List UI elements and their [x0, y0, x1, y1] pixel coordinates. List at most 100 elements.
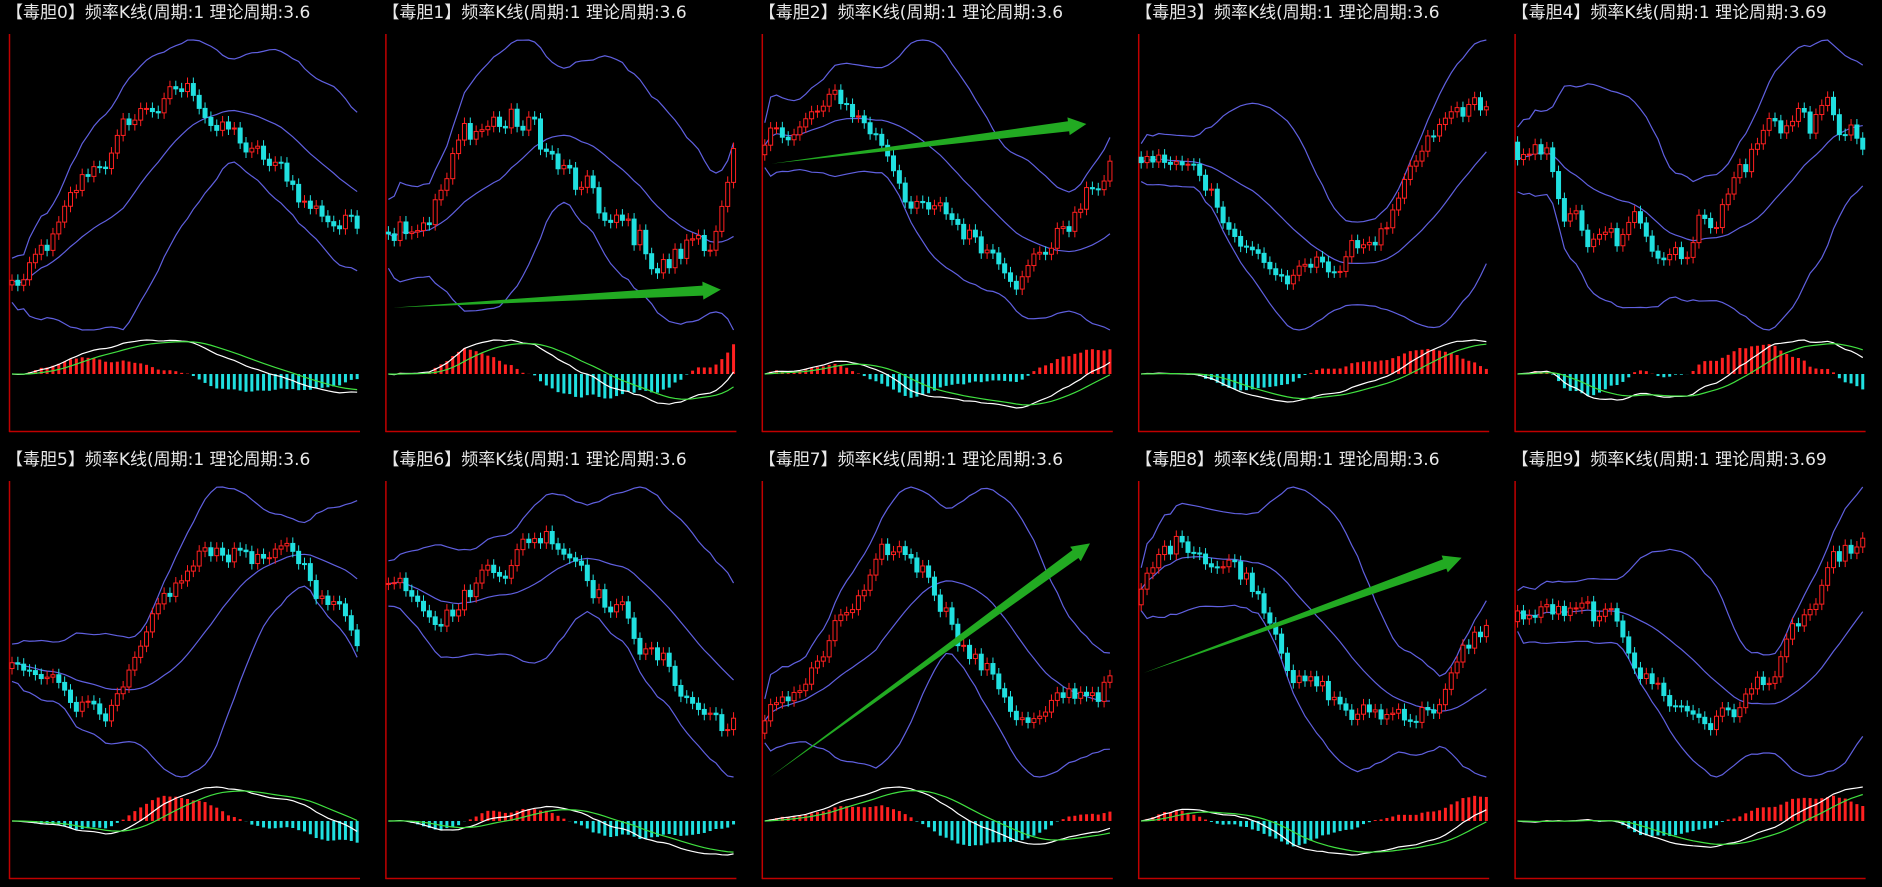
- candle-body: [1019, 717, 1025, 721]
- panel-title: 【毒胆3】频率K线(周期:1 理论周期:3.6: [1135, 3, 1439, 23]
- candle-body: [1290, 274, 1296, 285]
- candle-body: [690, 238, 696, 241]
- dif-line: [764, 360, 1111, 409]
- candle-body: [62, 205, 68, 223]
- candle-body: [1355, 240, 1361, 249]
- candle-body: [1754, 143, 1760, 150]
- candle-body: [949, 607, 955, 625]
- candle-body: [1483, 106, 1489, 111]
- candle-body: [1267, 612, 1273, 624]
- candle-body: [502, 575, 508, 579]
- candle-body: [1754, 676, 1760, 690]
- candle-body: [666, 259, 672, 269]
- candle-body: [1107, 160, 1113, 182]
- candle-body: [409, 590, 415, 597]
- candle-body: [1384, 713, 1390, 720]
- band-line: [1140, 151, 1487, 265]
- candle-body: [791, 691, 797, 702]
- candle-body: [167, 86, 173, 100]
- candle-body: [1396, 708, 1402, 714]
- candle-body: [73, 701, 79, 712]
- band-line: [388, 486, 735, 584]
- candle-body: [762, 720, 768, 734]
- candle-body: [1437, 123, 1443, 137]
- candle-body: [826, 93, 832, 107]
- candle-body: [1620, 234, 1626, 247]
- candle-body: [1632, 652, 1638, 669]
- candle-body: [1690, 710, 1696, 715]
- candle-body: [1848, 124, 1854, 136]
- candle-body: [1232, 228, 1238, 237]
- candle-body: [272, 548, 278, 559]
- candle-body: [1596, 233, 1602, 240]
- candle-body: [32, 253, 38, 264]
- band-line: [1140, 181, 1487, 331]
- candle-body: [9, 279, 15, 286]
- candle-body: [1655, 682, 1661, 685]
- candle-body: [978, 653, 984, 671]
- candle-body: [707, 249, 713, 252]
- band-line: [11, 39, 358, 259]
- candle-body: [1655, 250, 1661, 259]
- candle-body: [108, 704, 114, 722]
- candle-body: [649, 253, 655, 270]
- candle-body: [768, 704, 774, 722]
- candle-body: [984, 249, 990, 254]
- dea-line: [1517, 793, 1863, 845]
- candle-body: [126, 118, 132, 126]
- candle-body: [1460, 644, 1466, 663]
- candle-body: [1448, 672, 1454, 690]
- candle-body: [1314, 676, 1320, 687]
- panel-title: 【毒胆6】频率K线(周期:1 理论周期:3.6: [382, 450, 686, 470]
- candle-body: [1702, 716, 1708, 725]
- candle-body: [1477, 97, 1483, 111]
- candle-body: [820, 105, 826, 112]
- candle-body: [779, 696, 785, 704]
- band-line: [388, 39, 735, 200]
- candle-body: [1567, 213, 1573, 222]
- candle-body: [249, 551, 255, 565]
- dea-line: [1141, 343, 1487, 400]
- candle-body: [1448, 111, 1454, 119]
- candle-body: [861, 589, 867, 597]
- candle-body: [68, 192, 73, 207]
- candle-body: [1019, 276, 1025, 290]
- candle-body: [1778, 656, 1784, 678]
- candle-body: [1544, 147, 1550, 155]
- candle-body: [967, 644, 973, 660]
- candle-body: [608, 606, 614, 613]
- candle-body: [838, 614, 844, 622]
- panel-title: 【毒胆4】频率K线(周期:1 理论周期:3.69: [1512, 3, 1827, 23]
- candle-body: [1302, 263, 1308, 267]
- candle-body: [1261, 252, 1267, 263]
- candle-body: [237, 127, 243, 144]
- candle-body: [444, 178, 450, 191]
- candle-body: [161, 592, 167, 605]
- candle-body: [832, 89, 838, 95]
- candle-body: [1678, 247, 1684, 260]
- candle-body: [1836, 114, 1842, 136]
- candle-body: [1054, 692, 1060, 701]
- candle-body: [1573, 607, 1579, 610]
- candle-body: [896, 546, 902, 553]
- candle-body: [768, 127, 774, 146]
- candle-body: [701, 708, 707, 715]
- candle-body: [1191, 163, 1197, 166]
- candle-body: [684, 239, 690, 259]
- candle-body: [1437, 704, 1443, 714]
- candle-body: [896, 170, 902, 184]
- candle-body: [185, 83, 190, 93]
- panel: 【毒胆3】频率K线(周期:1 理论周期:3.6: [1135, 3, 1490, 433]
- candle-body: [456, 609, 462, 617]
- candle-body: [520, 538, 526, 551]
- candle-body: [284, 162, 290, 182]
- candle-body: [1626, 636, 1632, 654]
- candle-body: [266, 557, 272, 560]
- band-line: [1517, 39, 1864, 183]
- panel-title: 【毒胆2】频率K线(周期:1 理论周期:3.6: [759, 3, 1063, 23]
- candle-body: [1013, 710, 1019, 721]
- candle-body: [196, 550, 202, 567]
- candle-body: [573, 557, 579, 562]
- candle-body: [138, 645, 144, 658]
- candle-body: [1007, 272, 1013, 282]
